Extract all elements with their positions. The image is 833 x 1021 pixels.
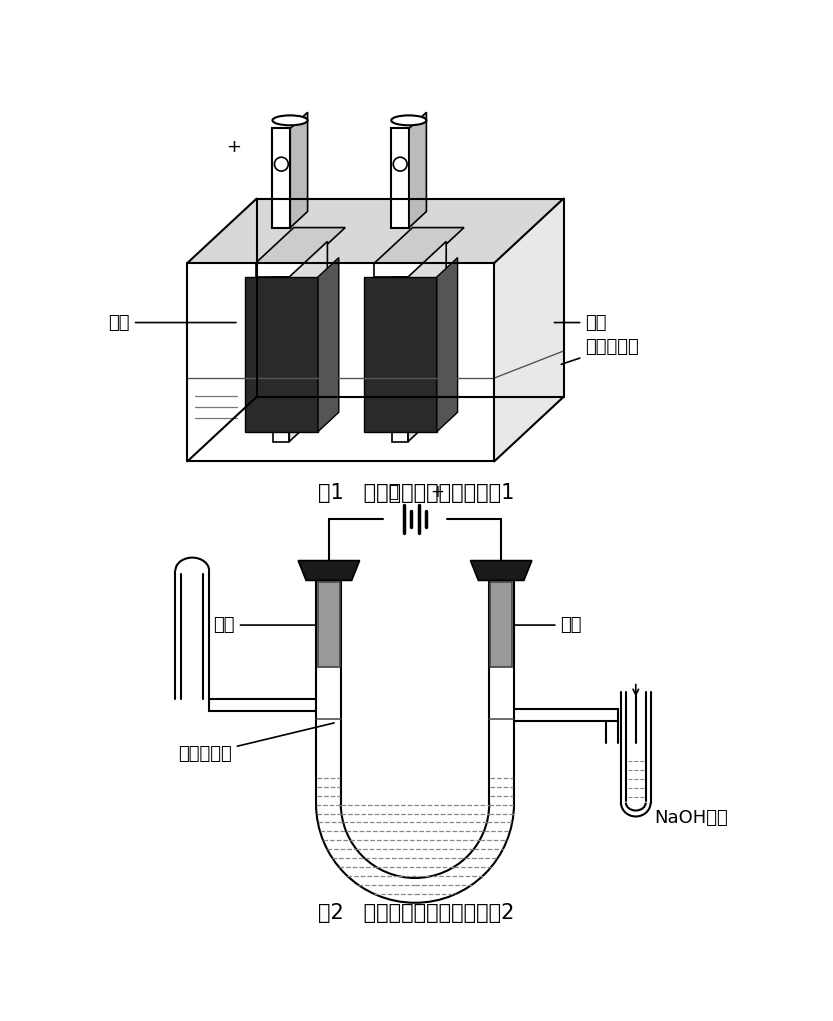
Circle shape [393,157,407,172]
Text: 阴极: 阴极 [555,313,606,332]
Circle shape [274,157,288,172]
Text: 阳极: 阳极 [515,616,582,634]
Polygon shape [245,277,318,432]
Ellipse shape [272,115,307,126]
Text: 图2   电解饱和食盐水实验装置2: 图2 电解饱和食盐水实验装置2 [318,903,514,923]
Text: NaOH溶液: NaOH溶液 [655,809,728,827]
Polygon shape [289,241,327,441]
Text: －: － [388,483,398,501]
Polygon shape [256,228,345,263]
Polygon shape [436,257,457,432]
Polygon shape [409,112,426,228]
Polygon shape [374,263,426,277]
Text: +: + [227,138,242,156]
Polygon shape [363,277,436,432]
Polygon shape [290,112,307,228]
Text: 阳极: 阳极 [108,313,236,332]
Text: 饱和食盐水: 饱和食盐水 [178,723,334,763]
Text: 阴极: 阴极 [213,616,315,634]
Text: +: + [430,483,444,501]
Polygon shape [273,277,289,441]
Polygon shape [408,241,446,441]
Ellipse shape [392,115,426,126]
Polygon shape [318,257,339,432]
Polygon shape [494,198,563,461]
Polygon shape [318,582,340,667]
Polygon shape [187,198,563,263]
Polygon shape [272,129,290,228]
Text: 图1   电解饱和食盐水实验装置1: 图1 电解饱和食盐水实验装置1 [318,483,514,503]
Polygon shape [298,561,360,580]
Polygon shape [374,228,464,263]
Polygon shape [471,561,531,580]
Polygon shape [392,277,408,441]
Polygon shape [392,129,409,228]
Text: 饱和食盐水: 饱和食盐水 [561,338,639,364]
Polygon shape [491,582,512,667]
Polygon shape [256,263,307,277]
